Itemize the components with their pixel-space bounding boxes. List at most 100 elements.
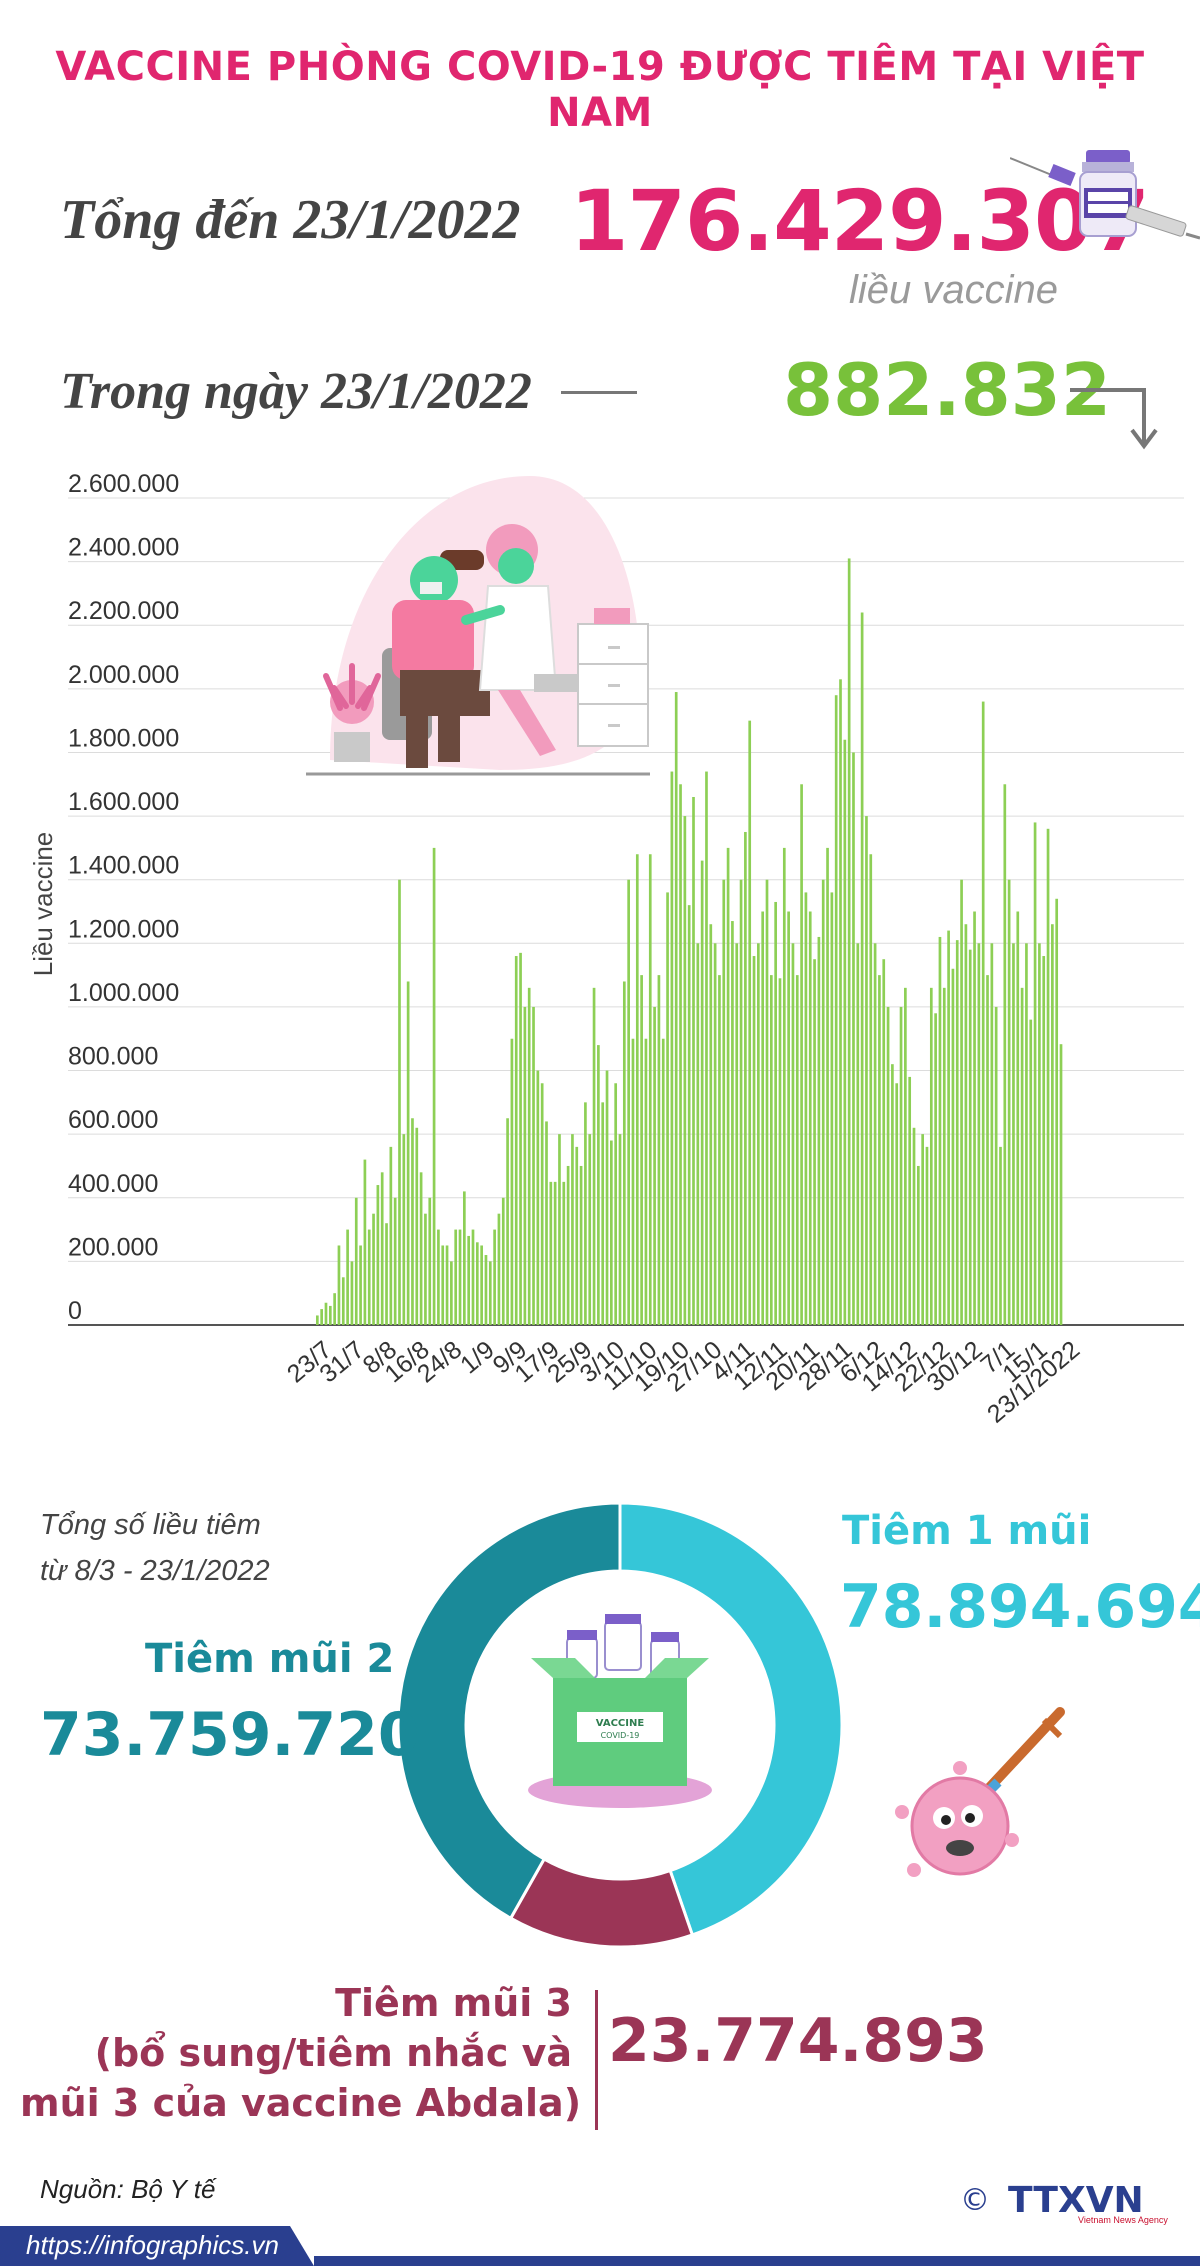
y-tick-label: 1.600.000: [68, 788, 179, 816]
bar: [376, 1185, 380, 1325]
bar: [588, 1134, 592, 1325]
y-tick-label: 800.000: [68, 1043, 158, 1071]
footer-tab-notch: [290, 2226, 314, 2266]
vaccine-box-icon: VACCINE COVID-19: [528, 1614, 712, 1808]
box-label: VACCINE: [596, 1718, 645, 1729]
total-unit: liều vaccine: [848, 268, 1058, 312]
bar: [696, 943, 700, 1325]
bar: [571, 1134, 574, 1325]
bar: [947, 930, 950, 1325]
bar: [393, 1197, 397, 1325]
bar: [934, 1013, 937, 1325]
bar: [1051, 924, 1054, 1325]
bar: [700, 860, 704, 1325]
bar: [519, 952, 522, 1325]
bar: [614, 1083, 618, 1325]
bar: [1016, 911, 1020, 1325]
y-tick-label: 1.200.000: [68, 915, 179, 943]
bar: [687, 905, 691, 1325]
bar: [424, 1213, 427, 1325]
bar: [380, 1172, 384, 1325]
arrow-down-icon: [1070, 388, 1158, 450]
bar: [635, 854, 639, 1325]
dose-donut-chart: VACCINE COVID-19: [396, 1501, 844, 1949]
bar: [938, 936, 942, 1325]
bar: [363, 1159, 367, 1325]
bar: [999, 1146, 1002, 1325]
dose3-divider: [595, 1990, 598, 2130]
bar: [757, 943, 760, 1325]
bar: [916, 1165, 920, 1325]
bar: [428, 1197, 432, 1325]
bar: [627, 879, 630, 1325]
bar: [804, 892, 808, 1325]
bar: [437, 1229, 440, 1325]
bar: [527, 987, 531, 1325]
bar: [566, 1165, 570, 1325]
y-tick-label: 600.000: [68, 1106, 158, 1134]
bar: [510, 1038, 514, 1325]
bar: [860, 612, 864, 1325]
bar: [398, 879, 401, 1325]
logo-text: TTXVN: [1008, 2180, 1144, 2221]
bar: [1007, 879, 1011, 1325]
bar: [692, 796, 695, 1325]
bar: [354, 1197, 358, 1325]
bar: [484, 1255, 488, 1325]
bar: [558, 1134, 561, 1325]
bar: [774, 901, 777, 1325]
bar: [419, 1172, 423, 1325]
page-title: VACCINE PHÒNG COVID-19 ĐƯỢC TIÊM TẠI VIỆ…: [55, 44, 1145, 136]
bar: [610, 1140, 613, 1325]
bar: [341, 1277, 345, 1325]
bar: [350, 1261, 354, 1325]
bar: [493, 1229, 496, 1325]
bar: [488, 1261, 492, 1325]
bar: [679, 784, 682, 1325]
bar: [1059, 1044, 1063, 1325]
bar: [908, 1076, 912, 1325]
footer-url[interactable]: https://infographics.vn: [26, 2230, 279, 2260]
bar: [445, 1245, 449, 1325]
bar: [540, 1083, 544, 1325]
donut-caption-line1: Tổng số liều tiêm: [40, 1509, 261, 1541]
bar: [722, 879, 726, 1325]
day-value: 882.832: [783, 348, 1111, 432]
y-tick-label: 200.000: [68, 1233, 158, 1261]
bar: [337, 1245, 341, 1325]
bar: [333, 1293, 336, 1325]
y-tick-label: 2.400.000: [68, 534, 179, 562]
ttxvn-logo: © TTXVN Vietnam News Agency: [960, 2180, 1168, 2225]
bar: [666, 892, 669, 1325]
bar: [622, 981, 626, 1325]
donut-slice-dose2: [396, 1501, 622, 1921]
bar: [782, 847, 786, 1325]
bar: [891, 1064, 894, 1325]
dose2-value: 73.759.720: [40, 1700, 420, 1770]
bar: [1020, 987, 1024, 1325]
bar: [735, 943, 739, 1325]
bar: [826, 847, 829, 1325]
box-sublabel: COVID-19: [601, 1731, 640, 1740]
bar: [899, 1006, 903, 1325]
bar: [553, 1181, 557, 1325]
dose3-label-line1: Tiêm mũi 3: [335, 1981, 572, 2025]
day-connector: [561, 391, 637, 394]
bar: [856, 943, 860, 1325]
total-label: Tổng đến 23/1/2022: [60, 189, 521, 251]
bar: [977, 943, 981, 1325]
bar: [813, 959, 816, 1325]
bar: [878, 975, 881, 1325]
bar: [769, 975, 773, 1325]
bar: [549, 1181, 553, 1325]
donut-caption: Tổng số liều tiêm từ 8/3 - 23/1/2022: [40, 1502, 270, 1594]
bar: [921, 1134, 924, 1325]
bar: [1046, 828, 1050, 1325]
bar: [800, 784, 803, 1325]
bar: [545, 1121, 548, 1325]
bar: [432, 847, 436, 1325]
bar: [463, 1191, 466, 1325]
bar: [912, 1127, 916, 1325]
bar: [791, 943, 795, 1325]
dose3-label: Tiêm mũi 3 (bổ sung/tiêm nhắc và mũi 3 c…: [20, 1978, 581, 2128]
